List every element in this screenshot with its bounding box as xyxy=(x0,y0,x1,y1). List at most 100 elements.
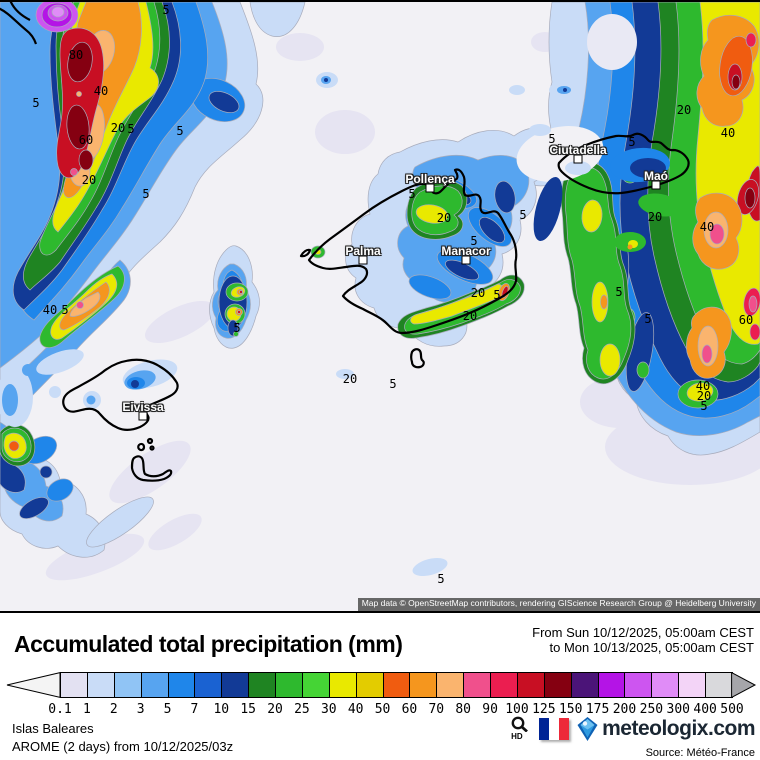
city-marker-Pollença xyxy=(425,183,435,193)
legend-tick-label: 250 xyxy=(639,702,664,717)
legend-tick-label: 60 xyxy=(401,702,418,717)
legend-tick-label: 125 xyxy=(532,702,556,717)
date-to: to Mon 10/13/2025, 05:00am CEST xyxy=(549,640,754,655)
contour-label-5: 5 xyxy=(233,321,241,335)
contour-label-20: 20 xyxy=(470,286,486,300)
city-label-Manacor: Manacor xyxy=(441,244,491,258)
contour-label-5: 5 xyxy=(176,124,184,138)
contour-label-20: 20 xyxy=(462,309,478,323)
legend-color-block xyxy=(221,672,250,698)
legend-tick-label: 150 xyxy=(558,702,583,717)
small-precip-dots xyxy=(316,72,575,577)
legend-color-block xyxy=(463,672,492,698)
legend-tick-label: 500 xyxy=(720,702,744,717)
legend-color-block xyxy=(543,672,572,698)
contour-label-60: 60 xyxy=(738,313,754,327)
city-marker-Eivissa xyxy=(138,411,148,421)
hd-zoom-button[interactable]: HD xyxy=(510,716,532,742)
contour-label-5: 5 xyxy=(628,135,636,149)
city-marker-Manacor xyxy=(461,255,471,265)
brand-row: HD meteologix.com xyxy=(510,716,755,742)
contour-label-20: 20 xyxy=(647,210,663,224)
legend-left-arrow xyxy=(6,672,61,699)
meteologix-logo[interactable]: meteologix.com xyxy=(576,716,755,742)
brand-name: meteologix.com xyxy=(602,717,755,740)
legend-color-block xyxy=(624,672,653,698)
city-label-Eivissa: Eivissa xyxy=(122,400,164,414)
eivissa-precip xyxy=(0,349,178,427)
date-range: From Sun 10/12/2025, 05:00am CEST to Mon… xyxy=(532,625,754,655)
legend-tick-label: 70 xyxy=(428,702,445,717)
legend-color-block xyxy=(597,672,626,698)
contour-label-20: 20 xyxy=(676,103,692,117)
legend-color-block xyxy=(113,672,142,698)
contour-label-5: 5 xyxy=(142,187,150,201)
islet-south-of-eivissa xyxy=(146,437,154,445)
islet-south-of-eivissa-2 xyxy=(149,445,155,451)
contour-label-80: 80 xyxy=(68,48,84,62)
contour-label-5: 5 xyxy=(127,122,135,136)
contour-label-5: 5 xyxy=(408,187,416,201)
legend-tick-label: 30 xyxy=(320,702,337,717)
eivissa-outline xyxy=(62,358,179,431)
contour-label-5: 5 xyxy=(32,96,40,110)
contour-label-5: 5 xyxy=(389,377,397,391)
region-name: Islas Baleares xyxy=(12,721,94,736)
legend-color-block xyxy=(651,672,680,698)
legend-tick-label: 400 xyxy=(693,702,717,717)
contour-label-5: 5 xyxy=(700,399,708,413)
legend-tick-label: 2 xyxy=(109,702,118,717)
city-label-Pollença: Pollença xyxy=(405,172,455,186)
french-flag-icon[interactable] xyxy=(539,718,570,740)
legend-tick-label: 90 xyxy=(482,702,498,717)
contour-label-5: 5 xyxy=(470,234,478,248)
contour-label-20: 20 xyxy=(110,121,126,135)
legend-color-block xyxy=(275,672,303,698)
precipitation-field xyxy=(0,2,760,611)
legend-color-block xyxy=(490,672,518,698)
legend-tick-label: 80 xyxy=(455,702,472,717)
legend-color-block xyxy=(382,672,411,698)
legend-color-block xyxy=(140,672,169,698)
legend-tick-label: 7 xyxy=(190,702,199,717)
contour-label-20: 20 xyxy=(696,389,712,403)
legend-tick-label: 3 xyxy=(136,702,145,717)
map-attribution: Map data © OpenStreetMap contributors, r… xyxy=(357,598,760,611)
legend-color-block xyxy=(355,672,384,698)
city-marker-Maó xyxy=(651,180,661,190)
contour-label-40: 40 xyxy=(93,84,109,98)
hd-label: HD xyxy=(511,732,523,741)
contour-label-5: 5 xyxy=(437,572,445,586)
contour-label-5: 5 xyxy=(61,303,69,317)
contour-label-5: 5 xyxy=(548,132,556,146)
contour-label-5: 5 xyxy=(615,285,623,299)
formentera-islet xyxy=(137,442,146,452)
legend-right-arrow xyxy=(731,672,757,699)
contour-label-5: 5 xyxy=(644,312,652,326)
cabrera-outline xyxy=(410,348,425,369)
weather-map[interactable]: Ciutadella Maó Pollença Palma Manacor Eivissa… xyxy=(0,0,760,613)
legend-color-block xyxy=(301,672,330,698)
legend-tick-label: 0.1 xyxy=(48,702,72,717)
northwest-storm xyxy=(0,2,306,414)
menorca-outline xyxy=(557,132,690,195)
contour-label-40: 40 xyxy=(42,303,58,317)
formentera-outline xyxy=(130,455,173,482)
contour-label-5: 5 xyxy=(519,208,527,222)
city-marker-Palma xyxy=(358,255,368,265)
contour-label-5: 5 xyxy=(493,288,501,302)
info-panel: Accumulated total precipitation (mm) Fro… xyxy=(0,613,760,760)
legend-tick-label: 50 xyxy=(374,702,391,717)
city-label-Palma: Palma xyxy=(345,244,381,258)
small-cell-southwest-of-mallorca xyxy=(209,245,260,349)
meteologix-gem-icon xyxy=(577,717,598,741)
contour-label-20: 20 xyxy=(81,173,97,187)
legend-color-block xyxy=(436,672,465,698)
contour-label-20: 20 xyxy=(342,372,358,386)
contour-label-5: 5 xyxy=(162,3,170,17)
legend-color-block xyxy=(328,672,357,698)
legend-tick-label: 1 xyxy=(82,702,91,717)
legend-tick-label: 300 xyxy=(666,702,690,717)
model-run-info: AROME (2 days) from 10/12/2025/03z xyxy=(12,739,234,754)
